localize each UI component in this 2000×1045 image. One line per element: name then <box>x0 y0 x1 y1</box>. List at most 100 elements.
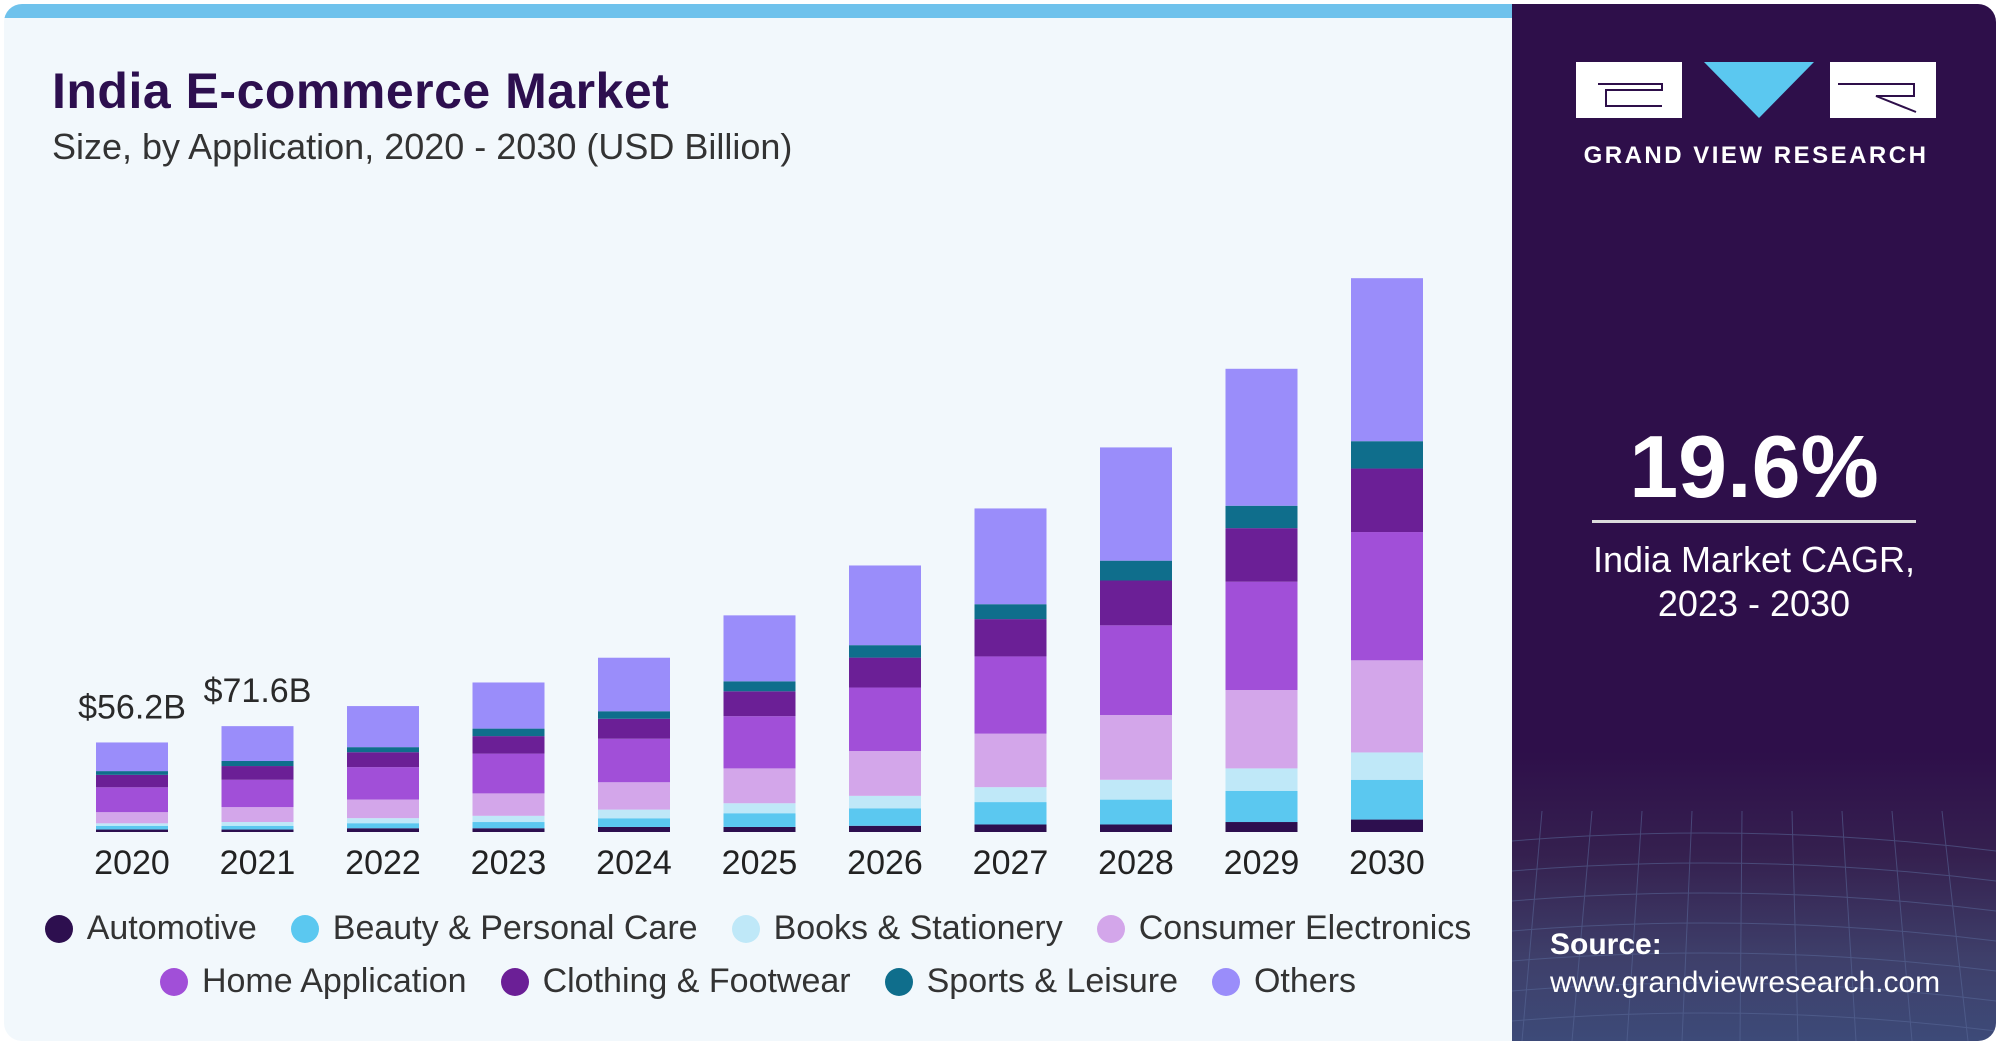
bar-segment-2030-6 <box>1351 441 1423 469</box>
cagr-value: 19.6% <box>1629 417 1879 516</box>
bar-segment-2027-5 <box>974 619 1047 657</box>
bar-segment-2020-2 <box>96 823 168 826</box>
legend-item: Sports & Leisure <box>884 962 1178 1001</box>
legend-item: Others <box>1211 962 1357 1001</box>
legend-swatch <box>159 967 188 996</box>
bar-segment-2025-3 <box>723 768 796 804</box>
legend-swatch <box>884 967 913 996</box>
x-tick-label: 2028 <box>1098 844 1174 882</box>
legend-label: Beauty & Personal Care <box>332 909 698 947</box>
bar-segment-2021-7 <box>221 726 294 761</box>
bar-segment-2030-5 <box>1351 468 1423 533</box>
bar-segment-2023-7 <box>472 682 545 729</box>
bar-segment-2028-0 <box>1100 824 1172 832</box>
bar-segment-2026-0 <box>849 825 921 832</box>
legend-row: Home Application Clothing & Footwear Sport… <box>159 962 1357 1001</box>
legend-item: Automotive <box>44 909 257 948</box>
bar-segment-2021-3 <box>221 807 294 823</box>
chart-title: India E-commerce Market <box>52 63 670 119</box>
bar-total-label: $56.2B <box>78 688 186 726</box>
bar-segment-2023-1 <box>472 822 545 829</box>
cagr-label: India Market CAGR, 2023 - 2030 <box>1512 538 1996 626</box>
stacked-bar-chart: 2020 $56.2B 2021 $71.6B 2022 2023 2024 2025 2026… <box>78 278 1425 882</box>
bar-segment-2021-0 <box>221 829 294 832</box>
grid-texture <box>1512 811 1996 1041</box>
bar-segment-2020-5 <box>96 774 168 788</box>
bar-segment-2027-3 <box>974 733 1047 788</box>
bar-segment-2025-0 <box>723 826 796 832</box>
bar-segment-2027-2 <box>974 787 1047 803</box>
accent-top-bar <box>4 4 1512 18</box>
bar-segment-2023-0 <box>472 828 545 832</box>
x-tick-label: 2022 <box>345 844 421 882</box>
bar-segment-2020-7 <box>96 742 168 772</box>
bar-segment-2021-2 <box>221 822 294 826</box>
bar-segment-2028-5 <box>1100 580 1172 626</box>
source-label: Source: <box>1550 928 1662 961</box>
bar-segment-2023-4 <box>472 753 545 794</box>
brand-name: GRAND VIEW RESEARCH <box>1583 142 1929 169</box>
legend-swatch <box>44 914 73 943</box>
bar-segment-2027-1 <box>974 802 1047 825</box>
legend-row: Automotive Beauty & Personal Care Books & … <box>44 909 1471 948</box>
bar-segment-2026-2 <box>849 795 921 809</box>
bar-segment-2022-4 <box>347 767 419 800</box>
chart-legend: Automotive Beauty & Personal Care Books & … <box>4 909 1512 1001</box>
x-tick-label: 2029 <box>1224 844 1300 882</box>
brand-logo: GRAND VIEW RESEARCH <box>1576 60 1936 180</box>
bar-segment-2021-4 <box>221 779 294 808</box>
bar-segment-2022-6 <box>347 747 419 753</box>
bar-segment-2023-3 <box>472 793 545 816</box>
bar-segment-2028-4 <box>1100 625 1172 715</box>
bar-segment-2022-3 <box>347 799 419 819</box>
bar-segment-2020-1 <box>96 825 168 830</box>
bars-group <box>96 278 1423 832</box>
x-tick-label: 2027 <box>973 844 1049 882</box>
x-tick-label: 2020 <box>94 844 170 882</box>
bar-segment-2026-7 <box>849 565 921 646</box>
bar-segment-2026-1 <box>849 808 921 826</box>
legend-swatch <box>1096 914 1125 943</box>
source-url[interactable]: www.grandviewresearch.com <box>1550 966 1941 999</box>
bar-segment-2030-2 <box>1351 752 1423 780</box>
x-tick-label: 2021 <box>220 844 296 882</box>
bar-segment-2029-7 <box>1225 368 1298 506</box>
bar-segment-2022-7 <box>347 706 419 748</box>
bar-segment-2029-5 <box>1225 528 1298 582</box>
chart-subtitle: Size, by Application, 2020 - 2030 (USD B… <box>52 126 793 167</box>
bar-segment-2028-7 <box>1100 447 1172 561</box>
legend-label: Sports & Leisure <box>926 962 1178 1000</box>
legend-label: Automotive <box>86 909 257 947</box>
bar-segment-2027-7 <box>974 508 1047 605</box>
bar-segment-2025-4 <box>723 716 796 769</box>
bar-segment-2024-2 <box>598 809 670 819</box>
legend-label: Clothing & Footwear <box>542 962 851 1000</box>
chart-card: India E-commerce Market Size, by Applica… <box>4 4 1996 1041</box>
legend-item: Consumer Electronics <box>1096 909 1471 948</box>
x-tick-label: 2025 <box>722 844 798 882</box>
bar-segment-2029-1 <box>1225 790 1298 823</box>
legend-item: Beauty & Personal Care <box>290 909 698 948</box>
bar-segment-2023-5 <box>472 736 545 754</box>
bar-segment-2025-6 <box>723 681 796 692</box>
x-tick-label: 2030 <box>1349 844 1425 882</box>
bar-segment-2022-2 <box>347 818 419 824</box>
bar-segment-2028-2 <box>1100 779 1172 800</box>
bar-segment-2026-3 <box>849 751 921 796</box>
x-tick-label: 2026 <box>847 844 923 882</box>
bar-segment-2024-0 <box>598 826 670 832</box>
legend-label: Others <box>1253 962 1357 1000</box>
bar-segment-2028-6 <box>1100 560 1172 581</box>
logo-mark-icon <box>1576 62 1936 118</box>
side-panel: GRAND VIEW RESEARCH 19.6% India Market C… <box>1512 4 1996 1041</box>
bar-segment-2026-4 <box>849 687 921 752</box>
legend-swatch <box>500 967 529 996</box>
legend-item: Books & Stationery <box>731 909 1063 948</box>
bar-segment-2020-4 <box>96 787 168 813</box>
bar-segment-2029-3 <box>1225 689 1298 769</box>
bar-segment-2024-3 <box>598 782 670 810</box>
bar-segment-2026-6 <box>849 645 921 658</box>
bar-segment-2024-7 <box>598 657 670 712</box>
bar-segment-2028-1 <box>1100 799 1172 825</box>
bar-segment-2025-1 <box>723 813 796 827</box>
